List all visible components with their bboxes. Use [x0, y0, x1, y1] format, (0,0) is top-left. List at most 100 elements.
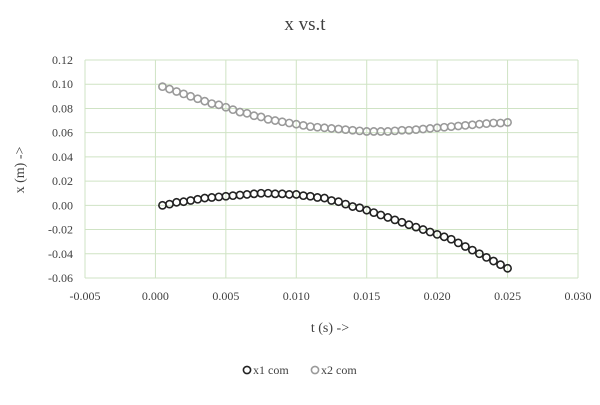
data-point: [235, 107, 245, 117]
data-point: [376, 127, 386, 136]
x-tick-label: 0.005: [212, 289, 239, 303]
data-point: [214, 192, 224, 202]
y-tick-label: 0.06: [52, 126, 73, 140]
y-tick-label: -0.04: [48, 247, 73, 261]
series-2: [158, 82, 512, 136]
x-axis-title: t (s) ->: [311, 321, 349, 336]
data-point: [313, 193, 322, 202]
data-point: [214, 100, 224, 110]
data-point: [369, 208, 379, 217]
data-point: [165, 84, 174, 94]
data-point: [228, 105, 238, 115]
y-tick-label: 0.00: [52, 198, 73, 212]
data-point: [503, 117, 512, 127]
data-point: [348, 202, 358, 211]
data-point: [263, 114, 273, 124]
data-point: [489, 256, 498, 266]
y-tick-label: 0.12: [52, 53, 73, 67]
data-point: [242, 190, 252, 199]
data-point: [496, 260, 505, 270]
data-point: [298, 121, 308, 130]
data-point: [341, 125, 350, 135]
data-point: [277, 117, 287, 127]
data-point: [298, 191, 308, 201]
data-point: [256, 188, 266, 198]
x-tick-label: 0.020: [424, 289, 451, 303]
data-point: [453, 121, 463, 131]
data-point: [277, 189, 287, 199]
data-point: [369, 127, 379, 136]
data-point: [474, 249, 484, 259]
chart-title: x vs.t: [284, 14, 326, 35]
data-point: [200, 96, 210, 106]
legend-marker: [242, 365, 252, 375]
legend-label: x2 com: [321, 363, 357, 377]
data-point: [383, 213, 393, 222]
data-point: [482, 253, 491, 262]
x-tick-label: 0.010: [283, 289, 310, 303]
grid-layer: [84, 59, 579, 279]
x-tick-label: -0.005: [70, 289, 101, 303]
legend-label: x1 com: [253, 363, 289, 377]
data-point: [439, 232, 449, 242]
legend-item: x1 com: [242, 363, 289, 377]
data-point: [305, 191, 315, 201]
data-point: [263, 188, 273, 198]
data-point: [284, 118, 294, 128]
y-tick-label: -0.06: [48, 271, 73, 285]
data-point: [439, 122, 449, 132]
data-point: [418, 124, 428, 134]
data-point: [165, 199, 174, 209]
data-point: [207, 99, 217, 108]
data-point: [503, 263, 512, 273]
data-point: [474, 119, 484, 129]
legend-marker: [310, 365, 320, 375]
y-tick-label: 0.02: [52, 174, 73, 188]
data-point: [270, 116, 280, 125]
data-point: [242, 108, 252, 118]
data-point: [327, 196, 336, 205]
data-point: [425, 124, 435, 133]
series-1: [158, 188, 512, 273]
data-point: [397, 217, 407, 227]
data-point: [411, 125, 421, 135]
data-point: [341, 199, 350, 209]
y-tick-label: 0.10: [52, 77, 73, 91]
x-tick-label: 0.030: [565, 289, 592, 303]
legend: x1 com x2 com: [242, 363, 357, 377]
data-point: [446, 122, 456, 132]
data-point: [256, 112, 266, 122]
data-point: [186, 91, 196, 101]
y-tick-label: 0.04: [52, 150, 73, 164]
data-point: [489, 118, 498, 128]
data-point: [390, 126, 400, 136]
y-tick-label: 0.08: [52, 101, 73, 115]
data-point: [200, 193, 210, 203]
data-point: [179, 89, 188, 99]
data-point: [404, 220, 414, 230]
data-point: [446, 234, 456, 244]
data-point: [172, 87, 181, 96]
x-tick-label: 0.015: [353, 289, 380, 303]
data-point: [460, 121, 470, 130]
data-point: [235, 190, 245, 200]
data-point: [228, 191, 238, 201]
data-point: [193, 194, 203, 204]
series-layer: [158, 82, 512, 273]
legend-item: x2 com: [310, 363, 357, 377]
data-point: [334, 197, 343, 207]
data-point: [460, 242, 470, 251]
data-point: [482, 119, 491, 128]
y-tick-label: -0.02: [48, 223, 73, 237]
x-tick-label: 0.025: [494, 289, 521, 303]
data-point: [207, 193, 217, 202]
x-tick-label: 0.000: [142, 289, 169, 303]
data-point: [284, 190, 294, 199]
data-point: [313, 122, 322, 132]
data-point: [305, 122, 315, 132]
data-point: [270, 189, 280, 199]
data-point: [186, 196, 196, 205]
data-point: [355, 126, 365, 136]
y-axis-title: x (m) ->: [13, 147, 28, 194]
